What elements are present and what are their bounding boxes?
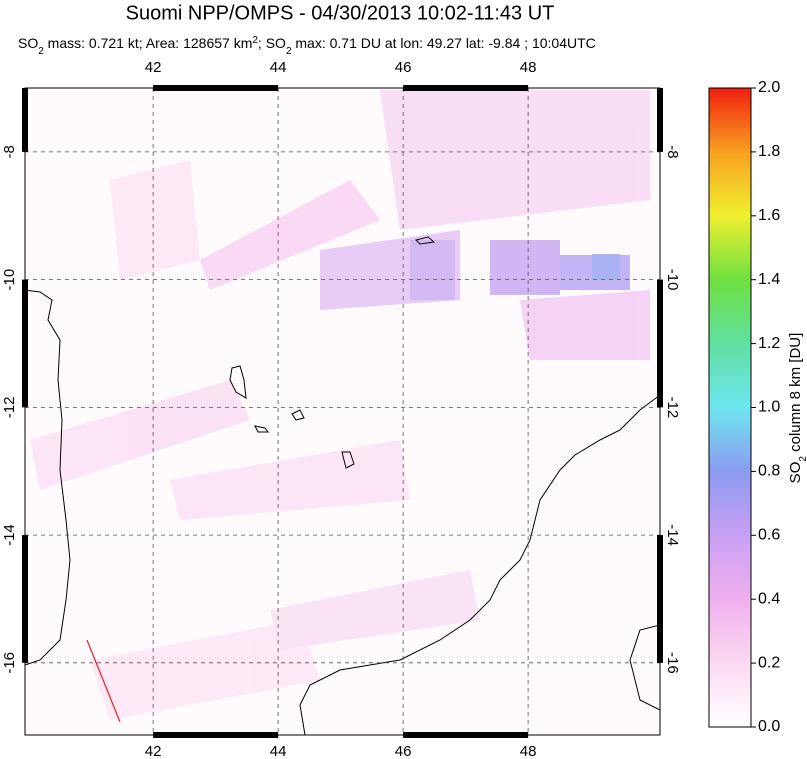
frame-bands (22, 85, 663, 738)
frame-band (657, 279, 663, 408)
lat-tick-label: -16 (664, 652, 681, 674)
map-area (25, 88, 660, 735)
track-line (86, 639, 121, 723)
so2-swath (30, 90, 650, 720)
lat-tick-label: -12 (1, 397, 18, 419)
coastlines (25, 236, 660, 735)
colorbar-tick-label: 1.0 (758, 399, 780, 416)
lat-tick-label: -16 (1, 652, 18, 674)
lon-tick-label: 48 (520, 59, 537, 76)
colorbar-tick-label: 1.2 (758, 335, 780, 352)
text-part: ; SO (258, 35, 286, 51)
colorbar-tick-label: 1.6 (758, 207, 780, 224)
lat-tick-label: -8 (1, 145, 18, 158)
map-frame (24, 87, 661, 736)
frame-band (153, 732, 279, 738)
frame-band (403, 732, 529, 738)
frame-band (22, 535, 28, 663)
subtitle: SO2 mass: 0.721 kt; Area: 128657 km2; SO… (18, 35, 596, 57)
text-part: max: 0.71 DU at lon: 49.27 lat: -9.84 ; … (292, 35, 596, 51)
text-part: SO (18, 35, 38, 51)
colorbar-tick-label: 1.8 (758, 143, 780, 160)
frame-band (22, 88, 28, 152)
lat-tick-label: -14 (1, 524, 18, 546)
text-part: mass: 0.721 kt; Area: 128657 km (44, 35, 253, 51)
lon-tick-label: 46 (395, 59, 412, 76)
lat-tick-label: -14 (664, 524, 681, 546)
graticule (25, 88, 660, 735)
colorbar-tick-label: 0.4 (758, 590, 780, 607)
frame-band (403, 85, 529, 91)
text-part: 2 (38, 46, 44, 57)
title: Suomi NPP/OMPS - 04/30/2013 10:02-11:43 … (126, 2, 555, 24)
text-part: 2 (252, 35, 258, 46)
lon-tick-label: 48 (520, 743, 537, 759)
text-part: SO (787, 462, 804, 484)
text-part: 2 (286, 46, 292, 57)
colorbar-tick-label: 0.6 (758, 527, 780, 544)
lat-tick-label: -8 (664, 145, 681, 158)
colorbar (708, 87, 752, 728)
frame-band (22, 279, 28, 408)
lon-tick-label: 44 (270, 743, 287, 759)
lat-tick-label: -10 (1, 269, 18, 291)
frame-band (657, 88, 663, 152)
colorbar-tick-label: 0.2 (758, 654, 780, 671)
lat-tick-label: -12 (664, 397, 681, 419)
frame-band (657, 535, 663, 663)
lon-tick-label: 46 (395, 743, 412, 759)
lon-tick-label: 42 (145, 59, 162, 76)
colorbar-tick-label: 0.8 (758, 463, 780, 480)
text-part: column 8 km [DU] (787, 333, 804, 456)
lon-tick-label: 44 (270, 59, 287, 76)
frame-band (153, 85, 279, 91)
colorbar-tick-label: 2.0 (758, 79, 780, 96)
lat-tick-label: -10 (664, 269, 681, 291)
colorbar-tick-label: 0.0 (758, 718, 780, 735)
text-part: 2 (798, 456, 807, 462)
colorbar-label: SO2 column 8 km [DU] (787, 333, 807, 484)
lon-tick-label: 42 (145, 743, 162, 759)
colorbar-tick-label: 1.4 (758, 271, 780, 288)
